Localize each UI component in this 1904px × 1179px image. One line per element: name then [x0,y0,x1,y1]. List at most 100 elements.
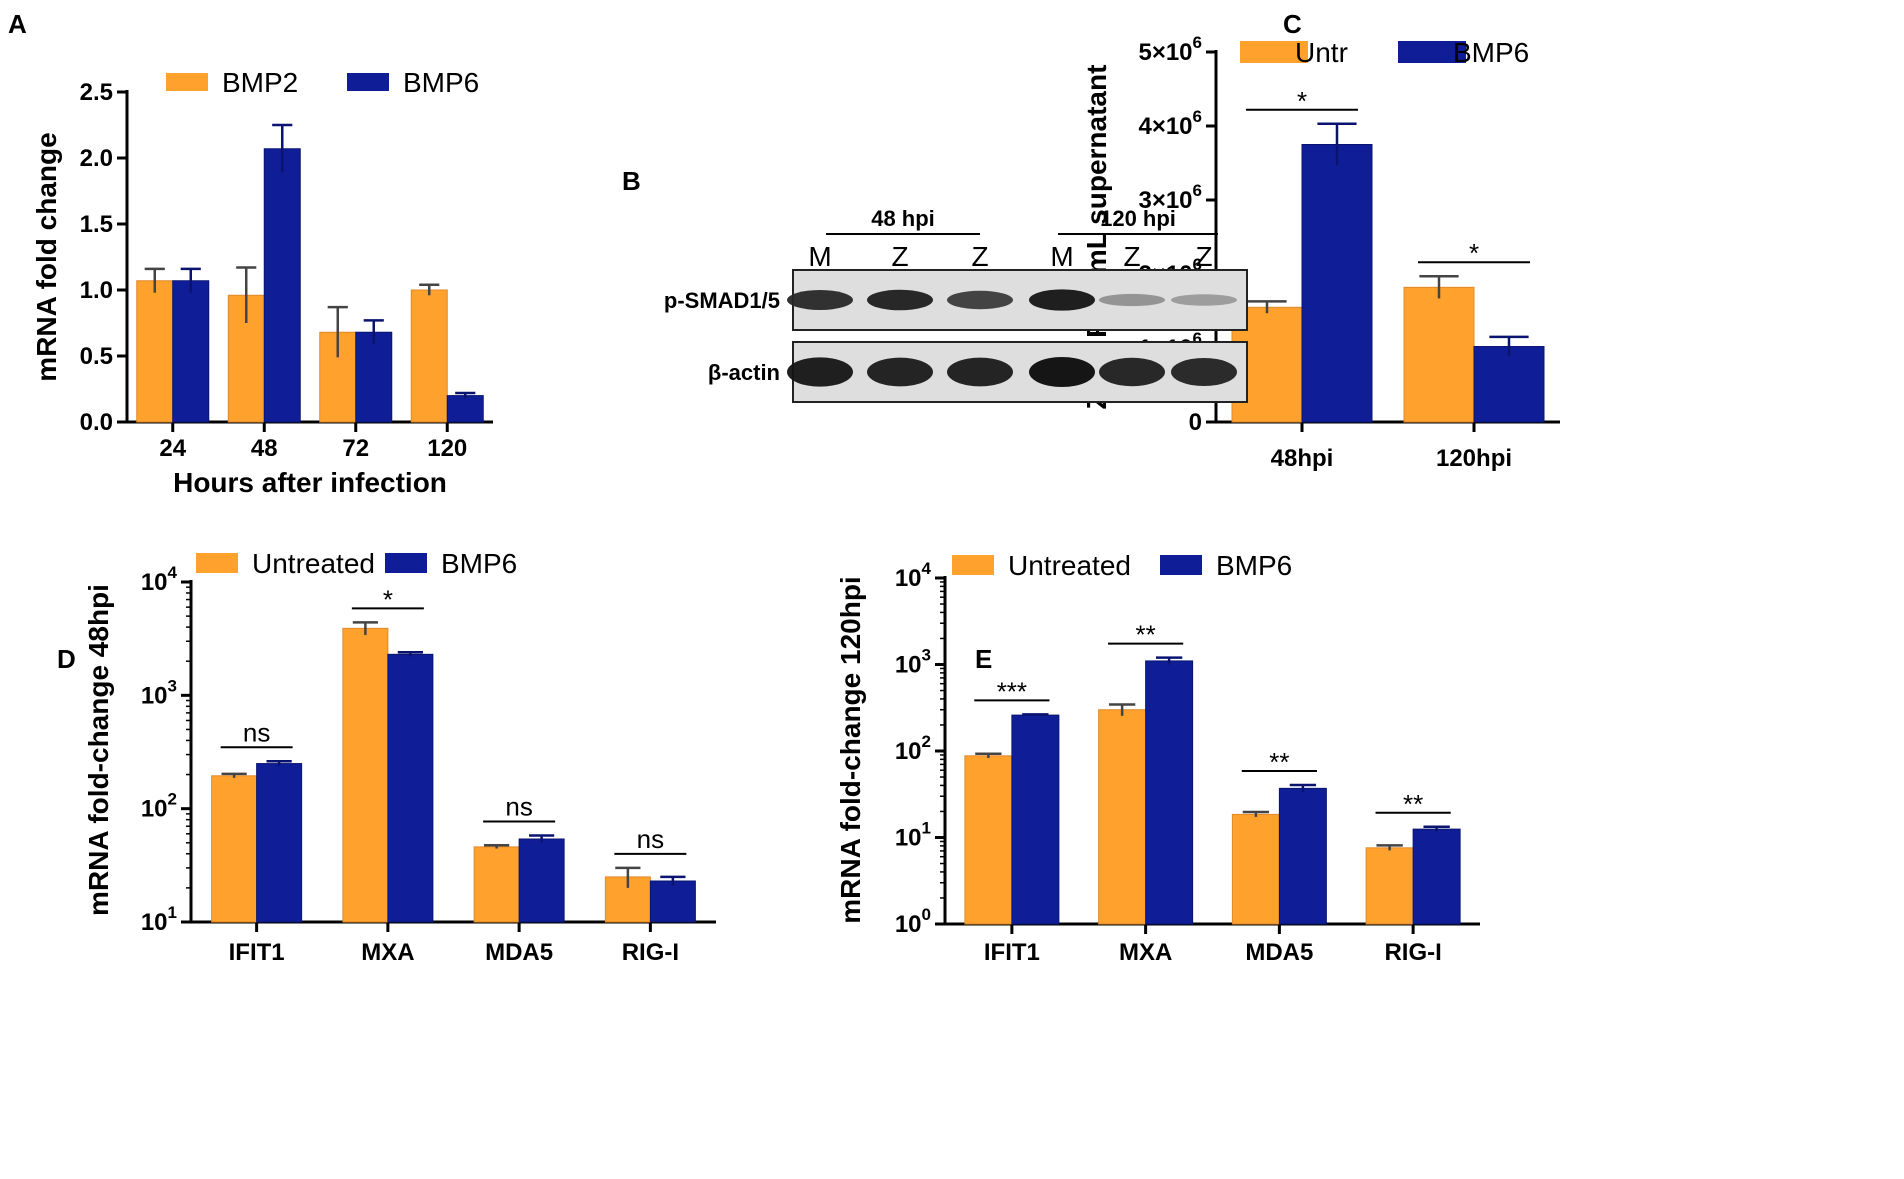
x-tick-label: 120hpi [1436,445,1512,472]
y-axis-title: mRNA fold-change 48hpi [83,584,114,916]
x-tick-label: RIG-I [1384,939,1441,966]
significance-label: * [383,584,393,614]
legend-label-bmp6: BMP6 [1453,37,1529,68]
blot-lane-label: M [1050,241,1073,272]
blot-band [867,289,933,311]
significance-label: ** [1403,789,1423,819]
y-tick-label: 102 [895,732,931,765]
bar-bmp6-rig-i [649,880,696,923]
bar-untreated-mda5 [1231,813,1280,925]
panel-letter-c: C [1283,9,1302,39]
significance-label: ns [637,824,664,854]
bar-bmp6-ifit1 [1011,714,1060,925]
x-tick-label: IFIT1 [984,939,1040,966]
legend-label-untreated: Untreated [252,548,375,579]
x-tick-label: MDA5 [1245,939,1313,966]
y-tick-label: 101 [895,819,931,852]
blot-band [947,290,1013,310]
blot-band [867,357,933,387]
legend-swatch-untr [1240,41,1308,63]
legend-label-bmp2: BMP2 [222,67,298,98]
chart-a: 0.0 0.5 1.0 1.5 2.0 2.5 24 48 72 120 BMP2 BMP6 Hours… [31,67,493,498]
bar-bmp6-24 [172,280,210,423]
legend-swatch-untreated [952,555,994,575]
panel-letter-a: A [8,9,27,39]
bar-bmp2-120 [410,289,448,423]
legend-swatch-bmp6 [385,553,427,573]
blot-band [1171,357,1237,387]
legend-swatch-untreated [196,553,238,573]
blot-lane-label: Z [1123,241,1140,272]
x-tick-label: MDA5 [485,939,553,966]
blot-lane-label: Z [971,241,988,272]
significance-label: * [1297,86,1307,116]
y-tick-label: 100 [895,905,931,938]
bar-bmp6-mda5 [1278,787,1327,925]
y-tick-label: 5×106 [1138,33,1202,66]
x-tick-label: MXA [1119,939,1172,966]
legend-swatch-bmp2 [166,73,208,91]
y-tick-label: 0.5 [80,343,113,370]
panel-letter-b: B [622,166,641,196]
x-axis-title: Hours after infection [173,467,447,498]
significance-label: ** [1269,747,1289,777]
bar-bmp6-120hpi [1473,346,1545,423]
bar-untr-120hpi [1403,286,1475,423]
y-tick-label: 4×106 [1138,107,1202,140]
legend-label-bmp6: BMP6 [441,548,517,579]
x-tick-label: 24 [159,435,186,462]
y-axis-title: mRNA fold-change 120hpi [835,576,866,923]
bar-bmp6-rig-i [1412,828,1461,925]
blot-band [947,357,1013,387]
significance-label: ns [505,791,532,821]
blot-band [1171,294,1237,306]
blot-group-label: 120 hpi [1100,206,1176,231]
y-tick-label: 1.0 [80,277,113,304]
x-tick-label: 48hpi [1271,445,1334,472]
bar-bmp6-ifit1 [256,763,303,923]
blot-group-label: 48 hpi [871,206,935,231]
blot-band [787,357,853,387]
panel-letter-d: D [57,644,76,674]
blot-band [1099,357,1165,387]
bar-untreated-mxa [342,627,389,923]
x-tick-label: MXA [361,939,414,966]
blot-lane-label: M [808,241,831,272]
bar-untreated-ifit1 [964,755,1013,925]
bar-bmp6-48hpi [1301,144,1373,423]
y-tick-label: 101 [141,903,177,936]
legend-label-bmp6: BMP6 [403,67,479,98]
y-tick-label: 0.0 [80,409,113,436]
bar-bmp2-24 [136,280,174,423]
significance-label: ** [1136,620,1156,650]
x-tick-label: IFIT1 [229,939,285,966]
blot-band [787,290,853,310]
y-tick-label: 3×106 [1138,181,1202,214]
x-tick-label: 72 [342,435,369,462]
chart-d: 101 102 103 104 IFIT1 MXA MDA5 RIG-I ns * ns ns Untr… [83,548,716,966]
legend-label-untr: Untr [1295,37,1348,68]
significance-label: *** [997,676,1027,706]
bar-bmp6-mxa [387,653,434,923]
y-tick-label: 102 [141,790,177,823]
legend-swatch-bmp6 [1160,555,1202,575]
blot-lane-label: Z [1195,241,1212,272]
y-tick-label: 2.5 [80,79,113,106]
bar-bmp6-mxa [1145,660,1194,925]
blot-row-label: β-actin [708,360,780,385]
y-tick-label: 104 [141,563,178,596]
bar-bmp6-48 [263,148,301,423]
blot-band [1029,289,1095,311]
y-tick-label: 0 [1189,409,1202,436]
legend-label-bmp6: BMP6 [1216,550,1292,581]
y-tick-label: 104 [895,559,932,592]
x-tick-label: RIG-I [622,939,679,966]
blot-lane-label: Z [891,241,908,272]
y-tick-label: 103 [141,676,177,709]
blot-row-label: p-SMAD1/5 [664,288,780,313]
bar-bmp6-mda5 [518,838,565,923]
legend-swatch-bmp6 [347,73,389,91]
x-tick-label: 48 [251,435,278,462]
